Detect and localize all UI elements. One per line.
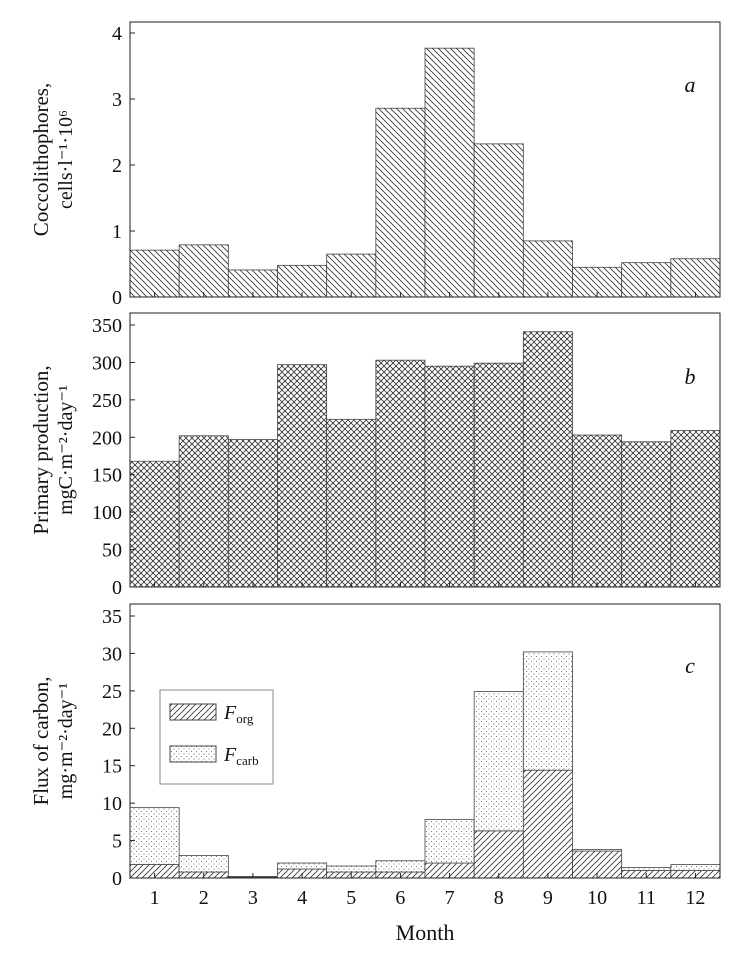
bar-1 [129,460,180,588]
y-tick-label: 25 [102,681,122,703]
bar-6 [375,359,426,588]
bar-2 [178,435,229,588]
bar-10 [572,434,623,588]
bar-carb-1 [129,807,180,865]
bar-7 [424,47,475,298]
bar-carb-5 [326,865,377,873]
bar-carb-11 [621,867,672,871]
x-tick-label: 6 [395,887,405,909]
bar-12 [670,258,721,298]
x-tick-label: 12 [685,887,705,909]
bar-5 [326,253,377,298]
y-axis-label: Primary production, [29,365,53,534]
y-axis-label-units: mgC·m⁻²·day⁻¹ [55,385,77,515]
bar-carb-7 [424,819,475,864]
x-tick-label: 4 [297,887,307,909]
bar-carb-8 [473,691,524,832]
bar-11 [621,441,672,588]
bar-1 [129,249,180,298]
bar-9 [522,331,573,588]
y-tick-label: 0 [112,577,122,599]
panel-a: 0 1 2 3 4 Coccolithophores, cells·l⁻¹·10⁶ a [29,21,721,309]
bar-org-9 [522,769,573,879]
legend-swatch-org [169,703,217,721]
bar-2 [178,244,229,298]
bar-6 [375,107,426,298]
bar-11 [621,262,672,298]
bar-10 [572,266,623,298]
x-tick-label: 7 [445,887,455,909]
x-tick-label: 2 [199,887,209,909]
x-tick-label: 8 [494,887,504,909]
x-tick-label: 10 [587,887,607,909]
y-tick-label: 50 [102,540,122,562]
y-tick-label: 3 [112,89,122,111]
panel-label: a [685,72,696,97]
x-tick-label: 9 [543,887,553,909]
x-axis-label: Month [396,920,455,945]
y-tick-label: 35 [102,606,122,628]
bar-3 [227,439,278,588]
bar-9 [522,240,573,298]
y-axis-label: Flux of carbon, [29,677,53,806]
y-tick-label: 200 [92,427,122,449]
bar-12 [670,430,721,588]
bar-5 [326,418,377,588]
bar-carb-12 [670,864,721,871]
y-axis-label: Coccolithophores, [29,83,53,236]
bar-carb-10 [572,849,623,852]
y-tick-label: 15 [102,756,122,778]
plot-frame [129,21,721,298]
bar-carb-4 [277,862,328,870]
y-axis-label-units: mg·m⁻²·day⁻¹ [55,683,77,799]
y-tick-label: 5 [112,831,122,853]
panel-label: b [685,364,696,389]
bar-carb-9 [522,651,573,771]
y-tick-label: 30 [102,643,122,665]
y-tick-label: 4 [112,23,122,45]
bar-7 [424,365,475,588]
y-axis-label-units: cells·l⁻¹·10⁶ [55,110,77,209]
panel-label: c [685,653,695,678]
x-tick-label: 11 [637,887,656,909]
x-tick-label: 5 [346,887,356,909]
bar-carb-6 [375,860,426,873]
x-tick-label: 3 [248,887,258,909]
bar-org-8 [473,830,524,879]
y-tick-label: 100 [92,502,122,524]
y-tick-label: 0 [112,868,122,890]
legend-subscript: org [236,711,254,726]
y-tick-label: 300 [92,352,122,374]
legend-subscript: carb [236,753,258,768]
plot-frame [129,312,721,588]
y-tick-label: 150 [92,465,122,487]
y-tick-label: 20 [102,718,122,740]
bar-carb-2 [178,855,229,873]
bar-4 [277,264,328,298]
y-tick-label: 10 [102,793,122,815]
panel-b: 0 50 100 150 200 250 300 350 Primary production,… [29,312,721,599]
y-tick-label: 1 [112,221,122,243]
y-tick-label: 2 [112,155,122,177]
bar-8 [473,362,524,588]
x-tick-label: 1 [150,887,160,909]
bar-4 [277,364,328,588]
bar-8 [473,143,524,298]
plot-frame [129,603,721,879]
y-tick-label: 350 [92,315,122,337]
y-tick-label: 250 [92,390,122,412]
y-tick-label: 0 [112,287,122,309]
legend-swatch-carb [169,745,217,763]
